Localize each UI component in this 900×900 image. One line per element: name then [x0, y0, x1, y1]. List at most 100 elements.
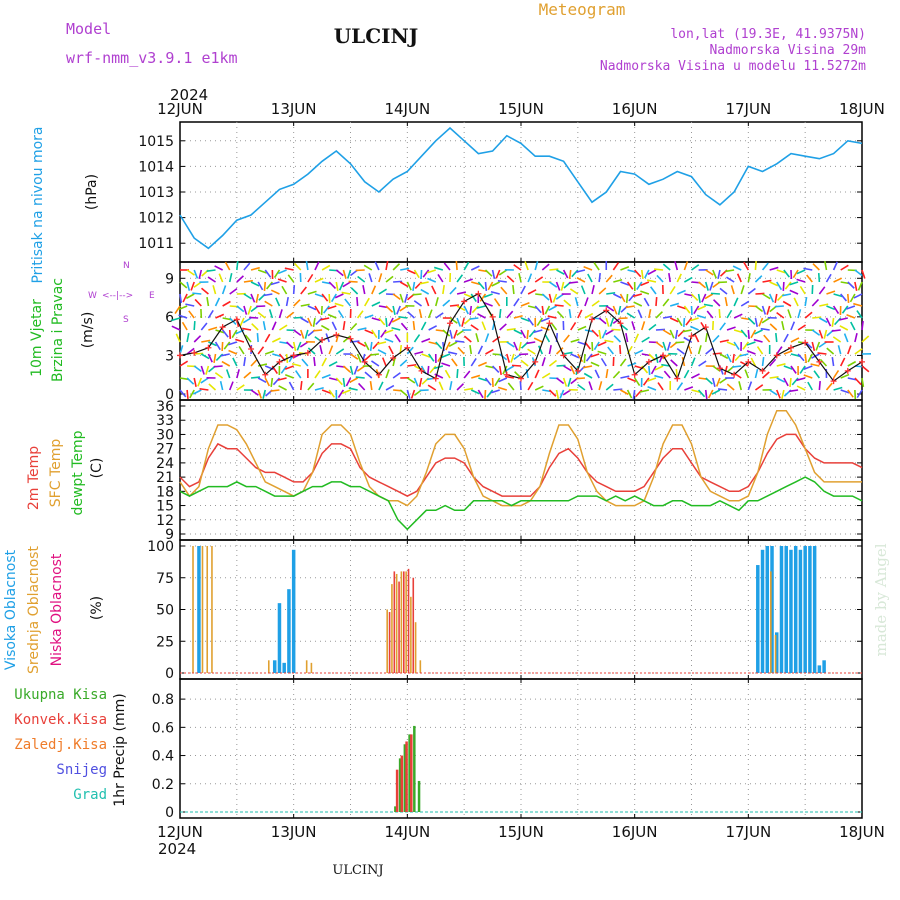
wind-arrow [593, 341, 600, 351]
wind-arrow [555, 389, 560, 399]
wind-arrow [407, 311, 415, 319]
wind-arrow [555, 281, 561, 291]
wind-arrow [812, 263, 820, 271]
wind-arrow [513, 329, 523, 335]
wind-arrow [606, 291, 616, 295]
wind-arrow [257, 281, 264, 291]
cloud-bar [793, 546, 798, 673]
wind-arrow [556, 310, 565, 319]
wind-arrow [369, 380, 373, 391]
wind-arrow [179, 389, 187, 398]
wind-arrow [853, 302, 863, 307]
precip-bar [394, 806, 397, 812]
wind-arrow [718, 308, 721, 319]
wind-arrow [441, 353, 451, 359]
wind-arrow [314, 370, 321, 379]
wind-arrow [483, 293, 493, 298]
wind-arrow [242, 317, 252, 324]
wind-arrow [740, 285, 745, 295]
wind-arrow [429, 365, 437, 374]
wind-arrow [568, 281, 578, 284]
wind-arrow [837, 345, 842, 355]
wind-arrow [392, 305, 396, 315]
wind-arrow [861, 335, 870, 343]
wind-arrow [257, 311, 266, 319]
wind-arrow [570, 338, 580, 343]
wind-arrow [392, 357, 396, 367]
wind-arrow [499, 353, 508, 361]
wind-arrow [590, 361, 600, 367]
wind-arrow [314, 386, 324, 391]
wind-arrow [796, 269, 806, 275]
wind-arrow [691, 264, 700, 271]
wind-arrow [243, 293, 252, 300]
wind-arrow [368, 273, 373, 283]
wind-gust-marker [603, 307, 610, 314]
x-tick-label-top: 18JUN [839, 100, 885, 118]
wind-arrow [342, 365, 351, 373]
wind-arrow [272, 377, 281, 386]
wind-arrow [328, 361, 338, 367]
wind-arrow [449, 286, 457, 295]
clouds-ytick-label: 75 [156, 571, 174, 587]
wind-gust-marker [248, 346, 255, 352]
wind-arrow [612, 293, 622, 299]
wind-arrow [683, 317, 686, 328]
wind-gust-marker [489, 313, 496, 320]
wind-arrow [704, 389, 708, 400]
wind-arrow [840, 293, 848, 302]
cloud-bar [405, 571, 407, 673]
wind-arrow [179, 281, 188, 289]
wind-arrow [583, 365, 593, 369]
wind-arrow [427, 353, 435, 362]
pressure-ytick-label: 1013 [138, 185, 174, 201]
wind-arrow [732, 365, 742, 368]
wind-arrow [823, 329, 828, 339]
precip-legend-grad: Grad [73, 787, 107, 803]
cloud-bar [756, 565, 760, 673]
wind-arrow [633, 377, 641, 386]
wind-label-1: 10m Vjetar [29, 299, 45, 377]
wind-gust-marker [645, 358, 652, 365]
precip-bar [413, 725, 416, 812]
wind-arrow [704, 332, 708, 343]
wind-arrow [698, 281, 707, 289]
temperature-ytick-label: 12 [156, 513, 174, 529]
wind-arrow [654, 365, 664, 371]
wind-arrow [817, 272, 821, 283]
wind-arrow [601, 329, 607, 339]
wind-arrow [456, 368, 459, 379]
wind-arrow [833, 277, 843, 283]
wind-arrow [841, 305, 849, 314]
wind-arrow [435, 341, 443, 350]
wind-arrow [404, 293, 409, 303]
wind-arrow [789, 281, 799, 286]
wind-arrow [700, 321, 707, 331]
wind-ytick-label: 6 [165, 310, 174, 326]
wind-arrow [847, 360, 857, 367]
wind-arrow [491, 281, 501, 287]
wind-arrow [342, 320, 346, 331]
wind-arrow [750, 357, 757, 367]
wind-arrow [371, 360, 380, 367]
wind-arrow [528, 329, 536, 338]
wind-arrow [648, 309, 652, 319]
wind-arrow [190, 281, 195, 291]
compass-n: N [123, 261, 130, 271]
wind-arrow [620, 266, 630, 271]
wind-arrow [584, 297, 589, 307]
wind-arrow [213, 365, 223, 368]
wind-ytick-label: 3 [165, 348, 174, 364]
cloud-bar [775, 632, 779, 673]
wind-arrow [236, 275, 244, 283]
cloud-bar [765, 546, 770, 673]
wind-arrow [364, 371, 373, 379]
cloud-bar [386, 609, 388, 673]
wind-arrow [612, 262, 620, 271]
wind-arrow [583, 372, 593, 379]
wind-arrow [839, 357, 846, 367]
x-tick-label-bottom: 18JUN [839, 823, 885, 841]
wind-arrow [236, 260, 239, 271]
wind-gust-marker [560, 352, 567, 359]
wind-arrow [625, 305, 635, 309]
